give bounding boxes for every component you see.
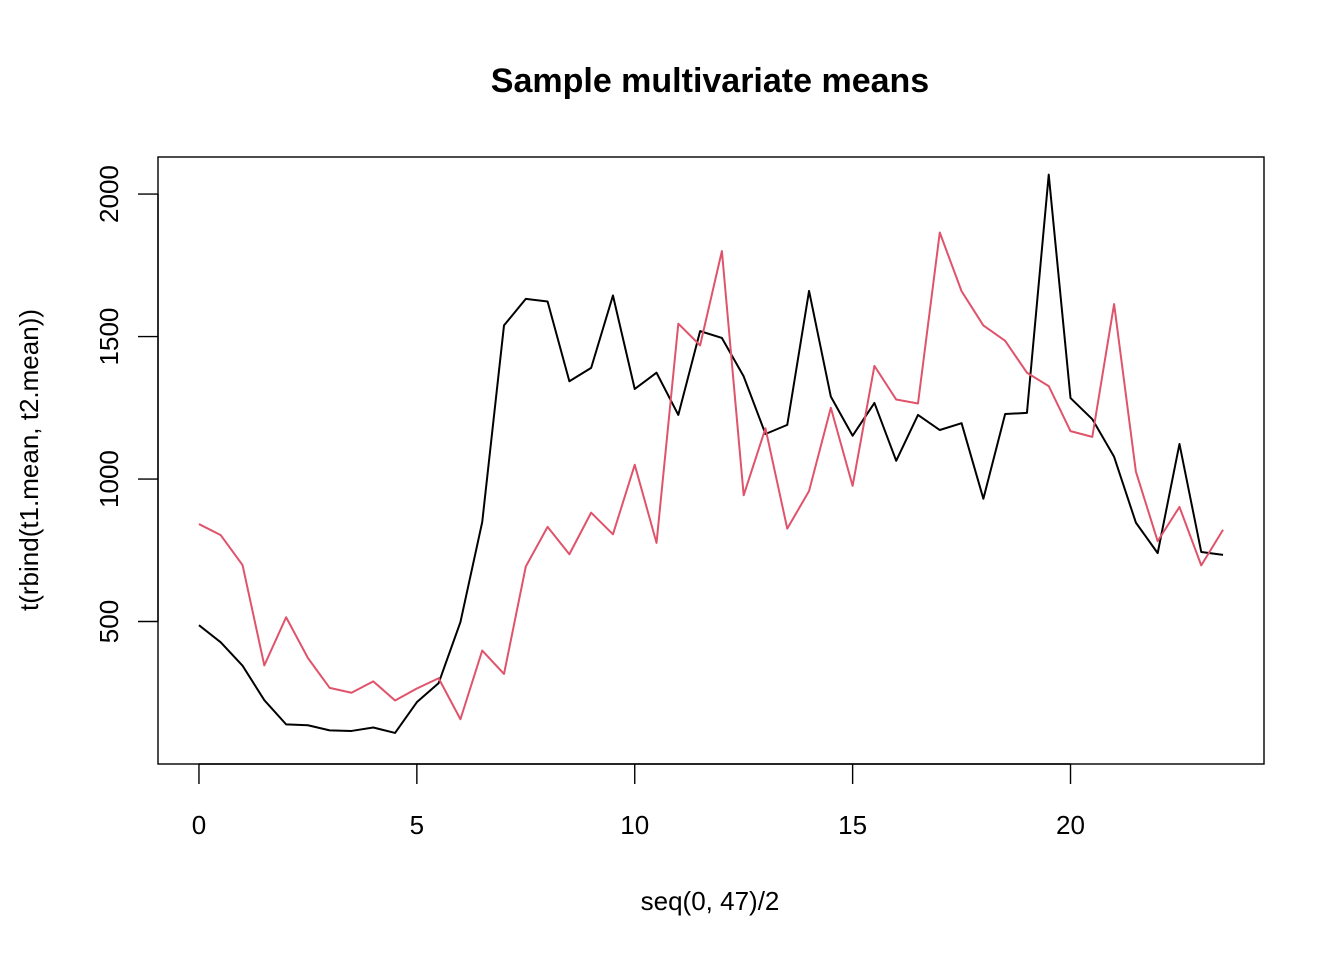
series-line-1 — [198, 173, 1224, 734]
x-tick-label: 5 — [410, 810, 424, 840]
y-tick-label: 500 — [94, 600, 124, 643]
series-line-2 — [198, 231, 1224, 721]
y-axis-label: t(rbind(t1.mean, t2.mean)) — [14, 309, 44, 611]
plot-frame — [157, 156, 1265, 765]
y-tick-label: 1000 — [94, 450, 124, 508]
y-tick-label: 1500 — [94, 308, 124, 366]
y-axis: 500 1000 1500 2000 — [94, 165, 159, 643]
x-tick-label: 10 — [620, 810, 649, 840]
x-tick-label: 15 — [838, 810, 867, 840]
x-tick-label: 20 — [1056, 810, 1085, 840]
x-tick-label: 0 — [192, 810, 206, 840]
y-tick-label: 2000 — [94, 165, 124, 223]
chart-title: Sample multivariate means — [491, 62, 929, 100]
series-layer — [198, 173, 1224, 734]
x-axis-label: seq(0, 47)/2 — [641, 886, 780, 916]
x-axis: 0 5 10 15 20 — [192, 763, 1085, 840]
